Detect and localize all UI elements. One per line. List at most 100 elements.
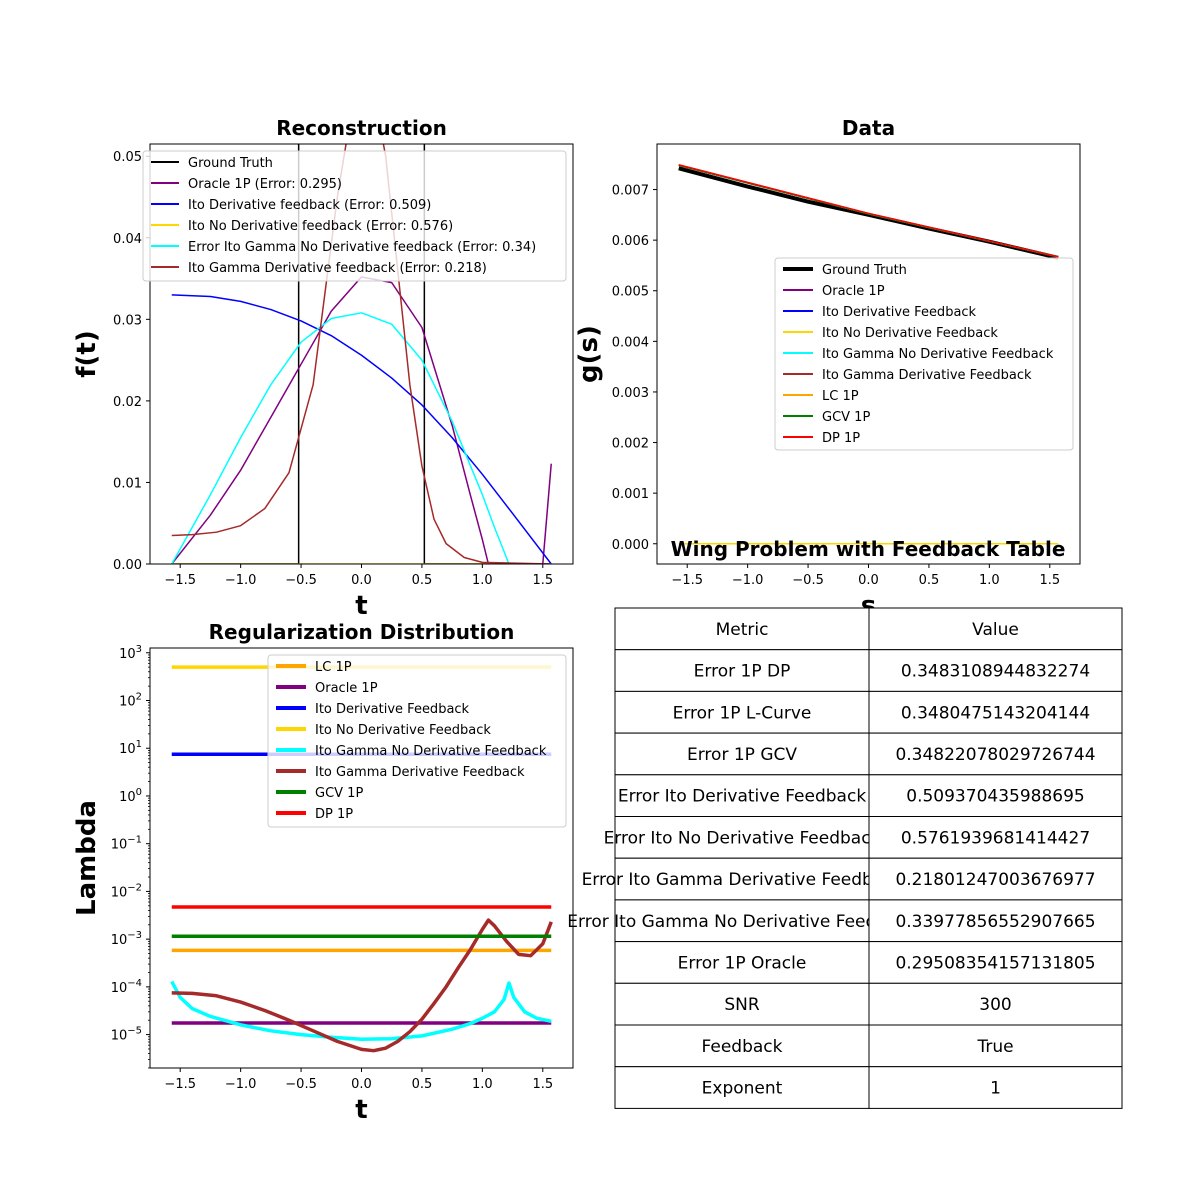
data-legend-label-6: LC 1P bbox=[822, 389, 859, 404]
regularization-legend-label-6: GCV 1P bbox=[315, 786, 363, 801]
regularization-xtick-label: −1.5 bbox=[164, 1077, 196, 1092]
table-value-text: 0.3483108944832274 bbox=[901, 662, 1090, 682]
table-value-text: 0.29508354157131805 bbox=[895, 953, 1095, 973]
reconstruction-legend-label-5: Ito Gamma Derivative feedback (Error: 0.… bbox=[188, 261, 487, 276]
regularization-ytick-label: 10−1 bbox=[111, 835, 142, 853]
table-row bbox=[614, 982, 1123, 1026]
table-value-text: Value bbox=[972, 620, 1019, 640]
table-cell-metric bbox=[614, 1024, 870, 1068]
table-cell-value bbox=[868, 649, 1123, 692]
table-cell-metric bbox=[614, 816, 870, 859]
reconstruction-legend-label-3: Ito No Derivative feedback (Error: 0.576… bbox=[188, 219, 453, 234]
reconstruction-legend-label-4: Error Ito Gamma No Derivative feedback (… bbox=[188, 240, 536, 255]
table-cell-metric bbox=[614, 649, 870, 692]
regularization-ytick-base: 10 bbox=[111, 933, 128, 948]
table-metric-text: Error 1P L-Curve bbox=[673, 703, 812, 723]
data-ylabel: g(s) bbox=[574, 325, 604, 383]
reconstruction-xtick-label: −1.5 bbox=[164, 573, 196, 588]
table-cell-metric bbox=[614, 774, 870, 817]
table-row bbox=[614, 857, 1123, 901]
data-legend-box bbox=[774, 257, 1074, 451]
data-xtick-label: 0.5 bbox=[919, 573, 940, 588]
regularization-ytick-label: 101 bbox=[119, 739, 142, 757]
table-cell-value bbox=[868, 1024, 1123, 1068]
regularization-ytick-base: 10 bbox=[119, 742, 136, 757]
regularization-xlabel: t bbox=[355, 1095, 367, 1125]
table-value-text: 0.33977856552907665 bbox=[895, 912, 1095, 932]
reconstruction-ytick-label: 0.00 bbox=[113, 558, 142, 573]
reconstruction-xtick-label: −1.0 bbox=[225, 573, 257, 588]
regularization-ytick-label: 100 bbox=[119, 787, 142, 805]
reconstruction-series-group bbox=[171, 144, 552, 564]
table-value-text: 0.509370435988695 bbox=[906, 787, 1084, 807]
reconstruction-ytick-label: 0.05 bbox=[113, 150, 142, 165]
regularization-ytick-exp: −3 bbox=[127, 930, 142, 941]
reconstruction-ytick-label: 0.03 bbox=[113, 313, 142, 328]
table-value-text: 0.21801247003676977 bbox=[895, 870, 1095, 890]
regularization-ytick-label: 10−5 bbox=[111, 1026, 142, 1044]
table-row bbox=[614, 1024, 1123, 1068]
table-header-row bbox=[614, 607, 1123, 651]
data-legend-label-2: Ito Derivative Feedback bbox=[822, 305, 977, 320]
data-legend-label-0: Ground Truth bbox=[822, 263, 907, 278]
table-value-text: 0.3480475143204144 bbox=[901, 703, 1090, 723]
regularization-ytick-label: 102 bbox=[119, 692, 142, 710]
data-legend-label-5: Ito Gamma Derivative Feedback bbox=[822, 368, 1032, 383]
regularization-legend: LC 1P Oracle 1P Ito Derivative Feedback Ito… bbox=[267, 654, 567, 828]
reconstruction-series-line-4 bbox=[171, 312, 552, 564]
data-ytick-label: 0.001 bbox=[612, 487, 649, 502]
data-legend-label-8: DP 1P bbox=[822, 431, 860, 446]
regularization-ytick-base: 10 bbox=[119, 695, 136, 710]
reconstruction-series-line-1 bbox=[171, 276, 552, 564]
data-xtick-label: 1.0 bbox=[979, 573, 1000, 588]
regularization-ytick-exp: −5 bbox=[127, 1026, 142, 1037]
reconstruction-xtick-label: 0.5 bbox=[412, 573, 433, 588]
regularization-xtick-label: −1.0 bbox=[225, 1077, 257, 1092]
regularization-ytick-base: 10 bbox=[111, 1029, 128, 1044]
regularization-xtick-label: 0.5 bbox=[412, 1077, 433, 1092]
regularization-ytick-label: 10−4 bbox=[111, 978, 142, 996]
regularization-ytick-label: 10−2 bbox=[111, 882, 142, 900]
regularization-ytick-exp: −1 bbox=[127, 835, 142, 846]
regularization-xtick-label: 1.0 bbox=[472, 1077, 493, 1092]
regularization-series-line-4 bbox=[170, 980, 552, 1041]
reconstruction-xtick-label: 1.0 bbox=[472, 573, 493, 588]
table-row bbox=[614, 649, 1123, 692]
regularization-xtick-label: 1.5 bbox=[532, 1077, 553, 1092]
regularization-legend-label-2: Ito Derivative Feedback bbox=[315, 702, 470, 717]
regularization-ytick-exp: 0 bbox=[136, 787, 142, 798]
table-cell-metric bbox=[614, 690, 870, 734]
table-row bbox=[614, 1066, 1123, 1109]
data-ytick-label: 0.002 bbox=[612, 437, 649, 452]
data-xtick-label: −1.0 bbox=[732, 573, 764, 588]
data-legend-label-4: Ito Gamma No Derivative Feedback bbox=[822, 347, 1054, 362]
table-row bbox=[614, 899, 1123, 943]
reconstruction-title: Reconstruction bbox=[276, 116, 447, 140]
data-xtick-label: 1.5 bbox=[1039, 573, 1060, 588]
data-ytick-label: 0.003 bbox=[612, 386, 649, 401]
table-value-text: 1 bbox=[990, 1079, 1001, 1099]
data-ytick-label: 0.005 bbox=[612, 285, 649, 300]
reconstruction-legend-box bbox=[142, 150, 567, 282]
table-metric-text: Error Ito Derivative Feedback bbox=[618, 787, 866, 807]
regularization-ytick-exp: 1 bbox=[136, 739, 142, 750]
feedback-table: Wing Problem with Feedback Table Metric Va… bbox=[567, 537, 1123, 1109]
regularization-series-line-5 bbox=[171, 918, 553, 1053]
table-metric-text: Error 1P Oracle bbox=[678, 953, 807, 973]
data-series-group bbox=[678, 164, 1059, 545]
regularization-ytick-exp: 2 bbox=[136, 692, 142, 703]
table-cell-value bbox=[868, 1066, 1123, 1109]
regularization-xtick-label: 0.0 bbox=[351, 1077, 372, 1092]
table-cell-metric bbox=[614, 941, 870, 984]
data-ytick-label: 0.000 bbox=[612, 538, 649, 553]
regularization-ytick-base: 10 bbox=[111, 838, 128, 853]
table-metric-text: Error Ito Gamma No Derivative Feedback bbox=[567, 912, 917, 932]
data-panel: −1.5 −1.0 −0.5 0.0 0.5 1.0 1.5 0.000 0.001 0.002 0… bbox=[574, 116, 1081, 621]
reconstruction-legend: Ground Truth Oracle 1P (Error: 0.295) Ito … bbox=[142, 150, 567, 282]
table-metric-text: Exponent bbox=[702, 1079, 783, 1099]
table-value-text: 0.34822078029726744 bbox=[895, 745, 1095, 765]
regularization-xtick-label: −0.5 bbox=[285, 1077, 317, 1092]
table-cell-metric bbox=[614, 607, 870, 651]
data-title: Data bbox=[842, 116, 895, 140]
reconstruction-ytick-label: 0.02 bbox=[113, 395, 142, 410]
